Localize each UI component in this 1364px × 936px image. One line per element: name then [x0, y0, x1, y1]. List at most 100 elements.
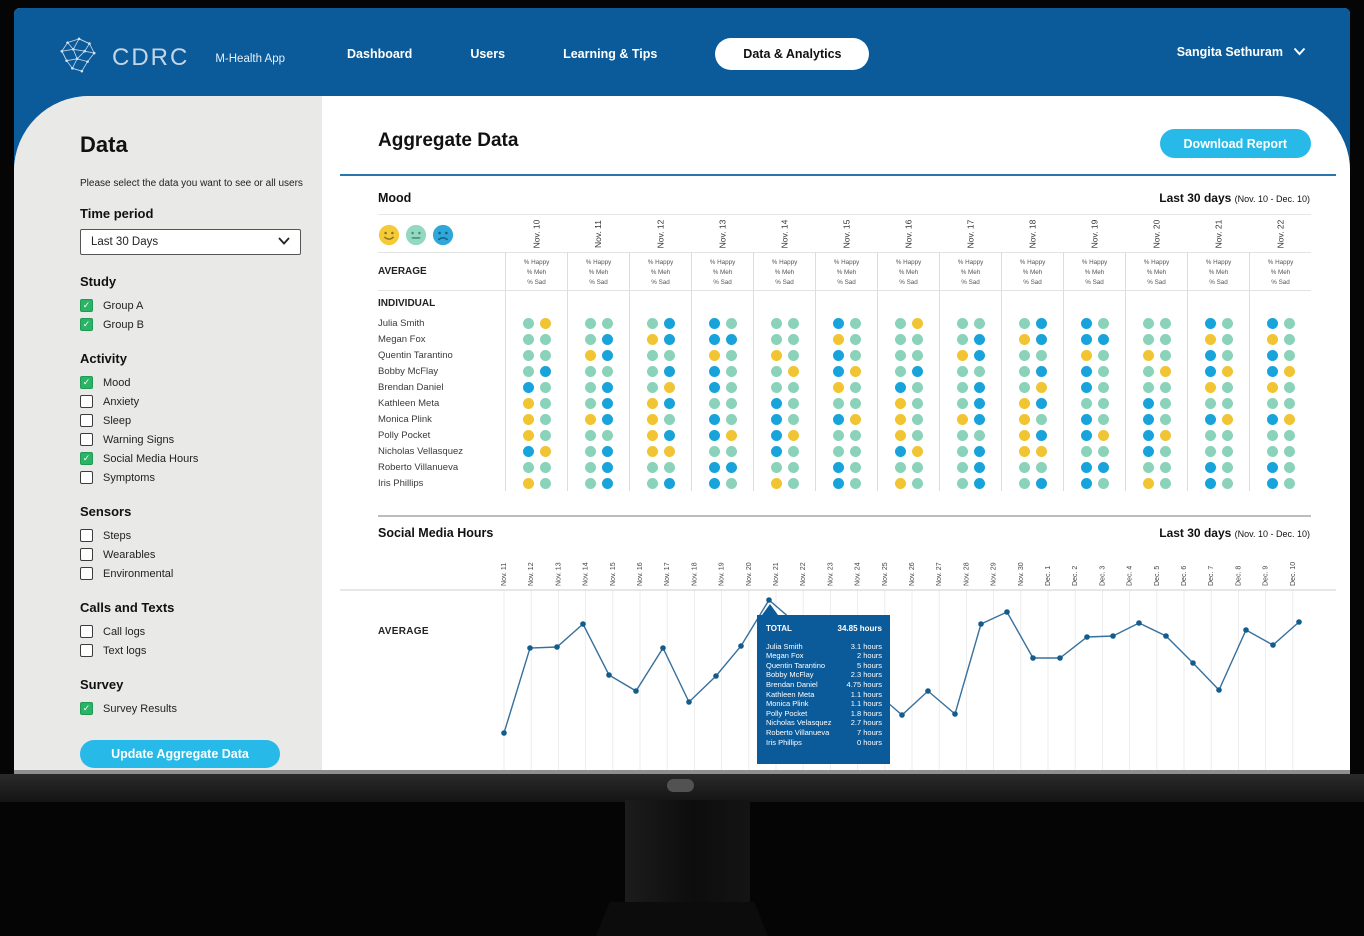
mood-dot — [1283, 365, 1295, 377]
checkbox-option[interactable]: Symptoms — [80, 470, 302, 485]
mood-dot — [539, 413, 551, 425]
checkbox-option[interactable]: Wearables — [80, 547, 302, 562]
checkbox-option[interactable]: ✓ Social Media Hours — [80, 451, 302, 466]
mood-dot — [646, 397, 658, 409]
checkbox-unchecked[interactable] — [80, 471, 93, 484]
individual-spacer — [1125, 291, 1187, 315]
checkbox-unchecked[interactable] — [80, 395, 93, 408]
mood-dot — [539, 477, 551, 489]
svg-text:Dec. 7: Dec. 7 — [1208, 566, 1215, 586]
mood-dot — [1159, 445, 1171, 457]
person-name: Nicholas Vellasquez — [378, 445, 464, 457]
mood-dot — [663, 381, 675, 393]
svg-text:Dec. 4: Dec. 4 — [1127, 566, 1134, 586]
mood-dot-cell — [505, 427, 567, 443]
mood-dot-cell — [1187, 459, 1249, 475]
nav-item-dashboard[interactable]: Dashboard — [347, 47, 413, 61]
update-aggregate-data-button[interactable]: Update Aggregate Data — [80, 740, 280, 768]
checkbox-label: Steps — [103, 529, 132, 542]
checkbox-option[interactable]: ✓ Group B — [80, 317, 302, 332]
mood-dot — [1221, 317, 1233, 329]
checkbox-unchecked[interactable] — [80, 548, 93, 561]
checkbox-option[interactable]: Environmental — [80, 566, 302, 581]
mood-dot — [601, 413, 613, 425]
mood-dot-cell — [753, 443, 815, 459]
mood-dot — [787, 333, 799, 345]
checkbox-option[interactable]: Anxiety — [80, 394, 302, 409]
mood-dot — [973, 381, 985, 393]
mood-dot — [770, 333, 782, 345]
mood-dot — [1159, 333, 1171, 345]
checkbox-unchecked[interactable] — [80, 529, 93, 542]
svg-text:Nov. 20: Nov. 20 — [746, 562, 753, 586]
checkbox-checked[interactable]: ✓ — [80, 318, 93, 331]
mood-dot — [911, 349, 923, 361]
mood-dot — [1035, 461, 1047, 473]
mood-dot-cell — [1001, 427, 1063, 443]
checkbox-label: Group B — [103, 318, 144, 331]
checkbox-option[interactable]: ✓ Group A — [80, 298, 302, 313]
individual-spacer — [1001, 291, 1063, 315]
mood-dot — [770, 461, 782, 473]
individual-spacer — [1063, 291, 1125, 315]
mood-dot-cell — [939, 363, 1001, 379]
checkbox-option[interactable]: ✓ Mood — [80, 375, 302, 390]
checkbox-unchecked[interactable] — [80, 433, 93, 446]
checkbox-option[interactable]: Text logs — [80, 643, 302, 658]
person-name: Quentin Tarantino — [378, 349, 453, 361]
mood-dot — [973, 477, 985, 489]
checkbox-option[interactable]: ✓ Survey Results — [80, 701, 302, 716]
mood-dot — [1204, 317, 1216, 329]
mood-dot — [770, 397, 782, 409]
mood-dot-cell — [1001, 347, 1063, 363]
mood-dot-cell — [1249, 315, 1311, 331]
checkbox-unchecked[interactable] — [80, 625, 93, 638]
mood-section-header: Mood Last 30 days (Nov. 10 - Dec. 10) — [378, 191, 1310, 205]
mood-dot-cell — [1187, 363, 1249, 379]
checkbox-checked[interactable]: ✓ — [80, 299, 93, 312]
mood-dot — [663, 429, 675, 441]
mood-dot — [522, 333, 534, 345]
time-period-select[interactable]: Last 30 Days — [80, 229, 301, 255]
mood-dot-cell — [1063, 459, 1125, 475]
checkbox-unchecked[interactable] — [80, 414, 93, 427]
mood-dot — [1097, 477, 1109, 489]
mood-dot — [1159, 477, 1171, 489]
checkbox-unchecked[interactable] — [80, 567, 93, 580]
nav-item-data-analytics[interactable]: Data & Analytics — [715, 38, 870, 70]
checkbox-option[interactable]: Warning Signs — [80, 432, 302, 447]
checkbox-checked[interactable]: ✓ — [80, 702, 93, 715]
filter-group: Calls and Texts Call logs Text logs — [80, 600, 302, 658]
mood-dot — [1097, 461, 1109, 473]
mood-dot — [646, 413, 658, 425]
checkbox-unchecked[interactable] — [80, 644, 93, 657]
mood-dot-cell — [877, 363, 939, 379]
checkbox-option[interactable]: Sleep — [80, 413, 302, 428]
user-menu[interactable]: Sangita Sethuram — [1177, 45, 1306, 59]
nav-item-users[interactable]: Users — [470, 47, 506, 61]
mood-dot-cell — [1001, 459, 1063, 475]
individual-spacer — [567, 291, 629, 315]
mood-dot — [1204, 429, 1216, 441]
mood-dot — [522, 429, 534, 441]
mood-dot — [911, 445, 923, 457]
mood-dot — [770, 477, 782, 489]
checkbox-checked[interactable]: ✓ — [80, 452, 93, 465]
mood-dot — [1142, 429, 1154, 441]
mood-dot — [1018, 477, 1030, 489]
mood-dot — [1142, 317, 1154, 329]
svg-text:Nov. 16: Nov. 16 — [637, 562, 644, 586]
mood-dot — [584, 397, 596, 409]
average-cell: % Happy% Meh% Sad — [1001, 252, 1063, 291]
mood-dot — [849, 381, 861, 393]
download-report-button[interactable]: Download Report — [1159, 129, 1311, 158]
nav-item-learning-tips[interactable]: Learning & Tips — [563, 47, 658, 61]
tooltip-row: Megan Fox 2 hours — [766, 651, 882, 661]
svg-text:Dec. 9: Dec. 9 — [1263, 566, 1270, 586]
checkbox-option[interactable]: Call logs — [80, 624, 302, 639]
checkbox-checked[interactable]: ✓ — [80, 376, 93, 389]
svg-text:Nov. 13: Nov. 13 — [555, 562, 562, 586]
mood-dot — [1159, 349, 1171, 361]
checkbox-option[interactable]: Steps — [80, 528, 302, 543]
